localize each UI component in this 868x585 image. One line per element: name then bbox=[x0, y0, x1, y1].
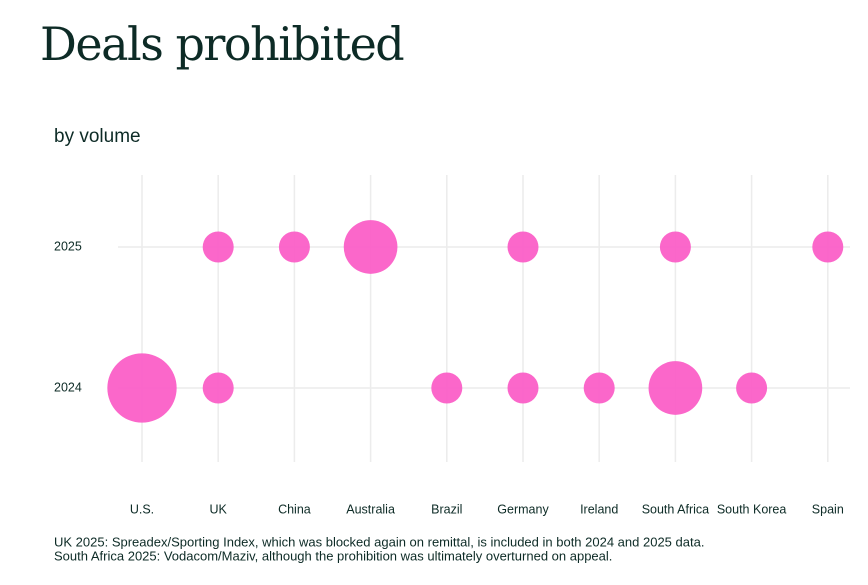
x-tick-label: Australia bbox=[346, 502, 395, 516]
bubble bbox=[202, 231, 234, 263]
chart-title: Deals prohibited bbox=[40, 17, 404, 71]
x-tick-label: South Africa bbox=[642, 502, 709, 516]
footnote: UK 2025: Spreadex/Sporting Index, which … bbox=[54, 534, 704, 549]
bubble bbox=[431, 372, 463, 404]
x-tick-label: South Korea bbox=[717, 502, 787, 516]
bubble bbox=[648, 361, 703, 415]
x-tick-label: Ireland bbox=[580, 502, 618, 516]
footnote: South Africa 2025: Vodacom/Maziv, althou… bbox=[54, 548, 612, 563]
bubble bbox=[507, 372, 539, 404]
x-tick-label: UK bbox=[210, 502, 228, 516]
bubble bbox=[507, 231, 539, 263]
bubble bbox=[812, 231, 844, 263]
y-tick-label: 2024 bbox=[54, 380, 82, 394]
bubble bbox=[583, 372, 615, 404]
chart-subtitle: by volume bbox=[54, 126, 141, 147]
x-tick-label: Brazil bbox=[431, 502, 462, 516]
x-tick-label: Germany bbox=[497, 502, 549, 516]
x-tick-label: China bbox=[278, 502, 311, 516]
y-tick-label: 2025 bbox=[54, 239, 82, 253]
x-tick-label: U.S. bbox=[130, 502, 154, 516]
bubble bbox=[659, 231, 691, 263]
bubble bbox=[278, 231, 310, 263]
bubble bbox=[107, 353, 177, 423]
bubble bbox=[736, 372, 768, 404]
bubble bbox=[202, 372, 234, 404]
bubble bbox=[343, 220, 398, 274]
x-tick-label: Spain bbox=[812, 502, 844, 516]
